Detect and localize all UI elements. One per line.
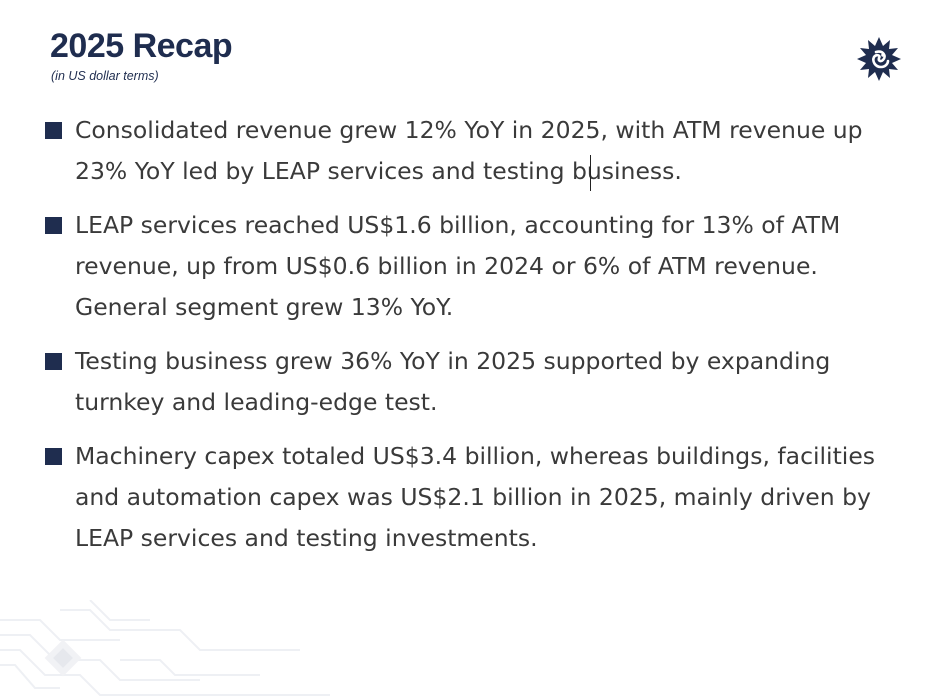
slide-title: 2025 Recap [50, 27, 233, 65]
bullet-text: Consolidated revenue grew 12% YoY in 202… [75, 116, 863, 185]
square-bullet-icon [45, 353, 62, 370]
text-cursor [590, 155, 591, 191]
bullet-item: Testing business grew 36% YoY in 2025 su… [44, 341, 914, 423]
bullet-item: LEAP services reached US$1.6 billion, ac… [44, 205, 914, 328]
circuit-pattern-decoration [0, 600, 330, 696]
bullet-text: Machinery capex totaled US$3.4 billion, … [75, 442, 876, 552]
square-bullet-icon [45, 448, 62, 465]
slide-subtitle: (in US dollar terms) [51, 69, 159, 83]
bullet-text: Testing business grew 36% YoY in 2025 su… [75, 347, 831, 416]
square-bullet-icon [45, 122, 62, 139]
bullet-text: LEAP services reached US$1.6 billion, ac… [75, 211, 841, 321]
bullet-list: Consolidated revenue grew 12% YoY in 202… [44, 110, 914, 572]
square-bullet-icon [45, 217, 62, 234]
bullet-item: Consolidated revenue grew 12% YoY in 202… [44, 110, 914, 192]
sunburst-logo-icon [857, 37, 901, 81]
bullet-item: Machinery capex totaled US$3.4 billion, … [44, 436, 914, 559]
